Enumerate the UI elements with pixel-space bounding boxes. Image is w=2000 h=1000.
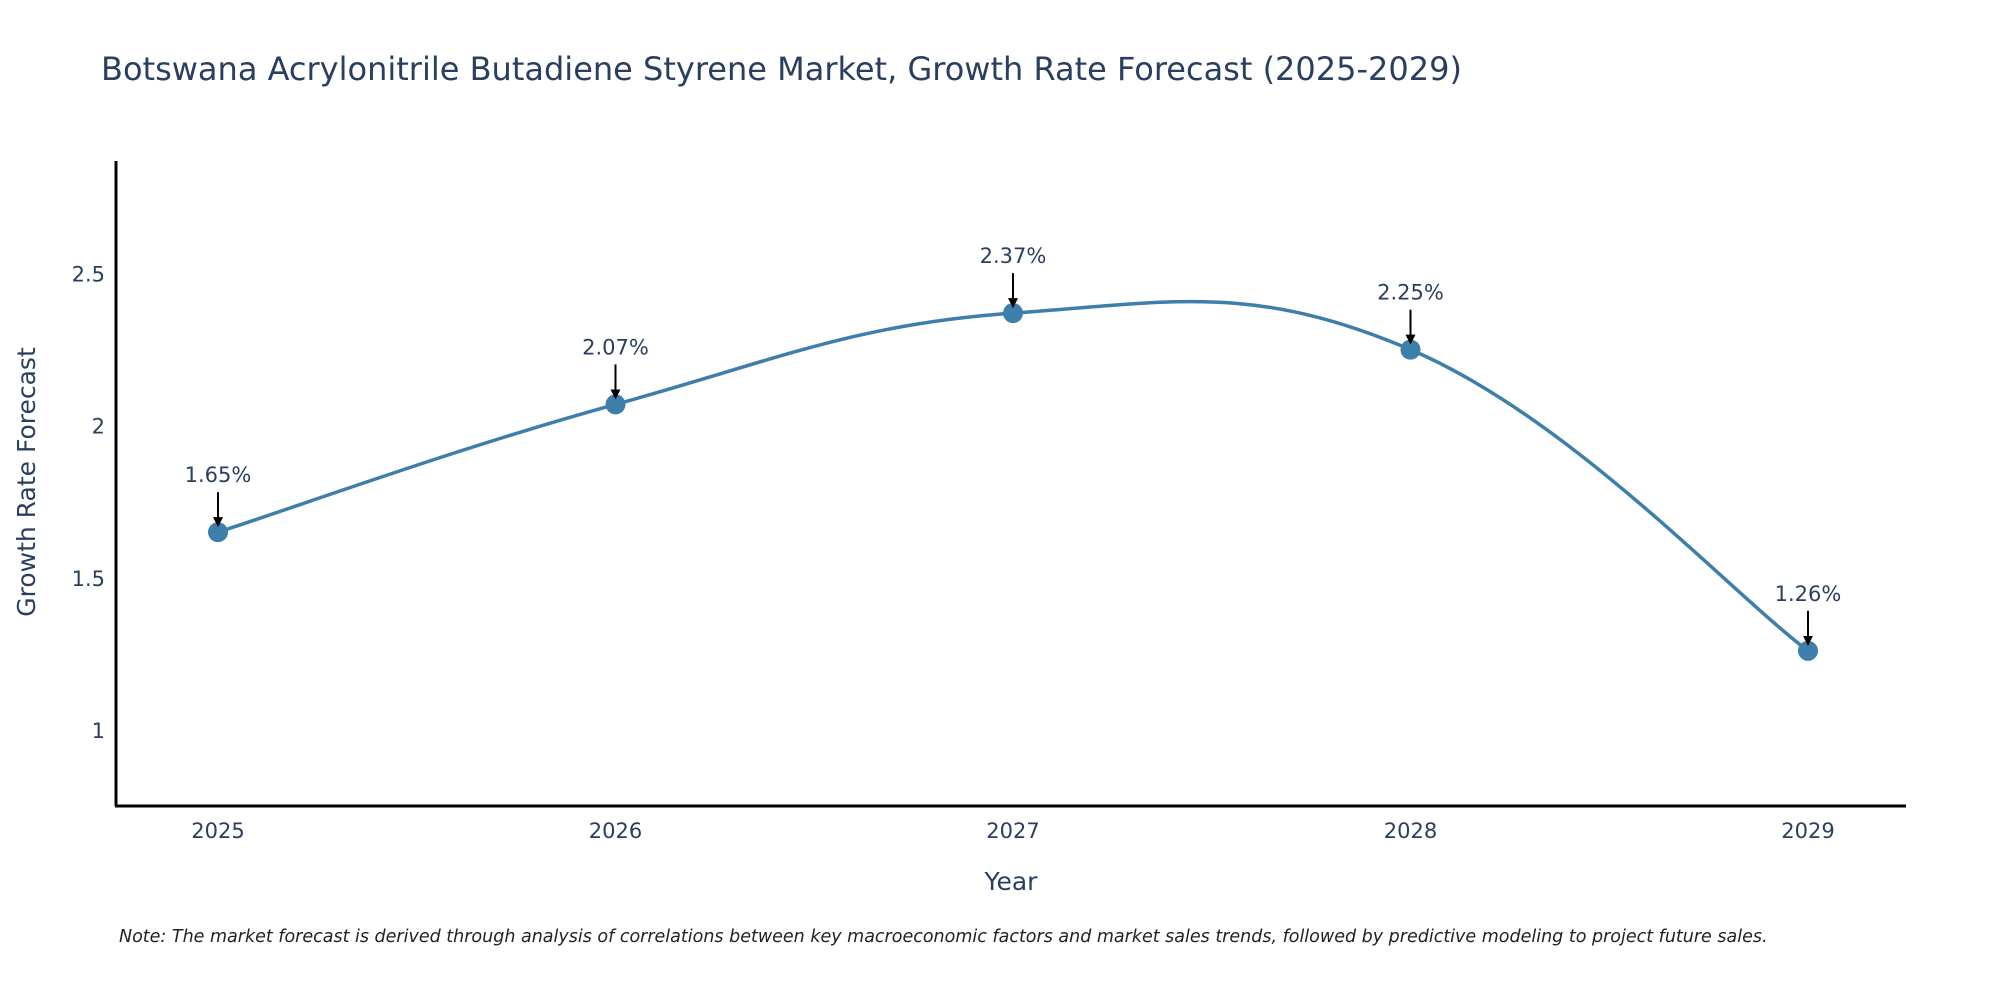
data-label: 2.37% [980,244,1047,268]
data-label: 1.65% [185,463,252,487]
y-tick-labels: 1 1.5 2 2.5 [72,263,105,743]
data-points [208,303,1818,661]
data-point [1798,640,1818,661]
data-label: 2.25% [1377,281,1444,305]
data-point [1003,303,1023,324]
x-tick-label: 2027 [986,819,1039,843]
series-line [217,299,1810,653]
data-point [605,394,626,415]
data-label: 1.26% [1775,582,1842,606]
data-point [1400,339,1421,360]
y-tick-label: 1.5 [72,567,105,591]
x-tick-label: 2026 [589,819,642,843]
data-point [208,522,228,543]
x-tick-labels: 2025 2026 2027 2028 2029 [191,819,1834,843]
footnote: Note: The market forecast is derived thr… [119,927,1768,947]
x-tick-label: 2025 [191,819,244,843]
y-tick-label: 2.5 [72,263,105,287]
y-axis-title: Growth Rate Forecast [12,347,41,617]
data-label: 2.07% [582,335,649,359]
y-tick-label: 2 [92,415,105,439]
chart-title: Botswana Acrylonitrile Butadiene Styrene… [101,50,1462,88]
data-label-annotations: 1.65% 2.07% 2.37% 2.25% 1.26% [185,244,1842,646]
x-tick-label: 2029 [1781,819,1834,843]
y-tick-label: 1 [92,719,105,743]
x-axis-title: Year [984,867,1039,896]
x-tick-label: 2028 [1384,819,1437,843]
